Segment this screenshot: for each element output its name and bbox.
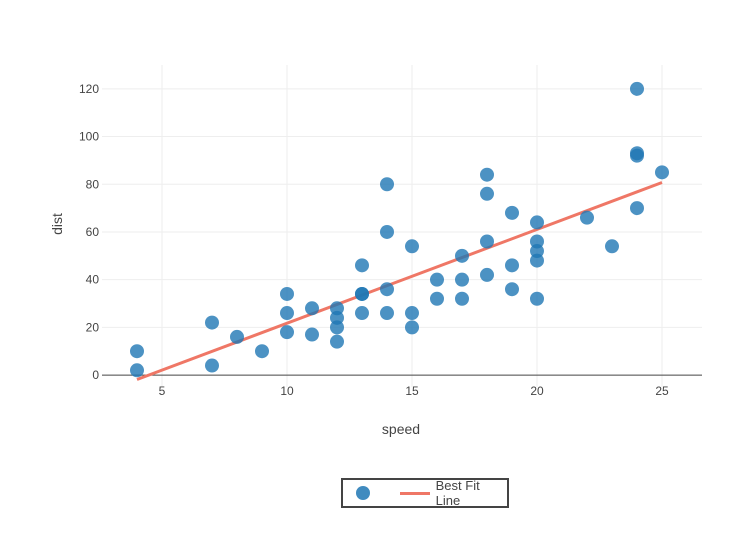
data-point	[130, 344, 144, 359]
data-point	[480, 186, 494, 201]
legend-label-fit-line: Best Fit Line	[435, 478, 480, 508]
data-point	[380, 177, 394, 192]
grid-lines	[102, 65, 702, 387]
data-point	[130, 363, 144, 378]
data-point	[530, 291, 544, 306]
legend-item-fit-line[interactable]: Best Fit Line	[400, 478, 507, 508]
data-point	[630, 146, 644, 161]
data-point	[230, 329, 244, 344]
x-tick-label: 20	[530, 384, 544, 398]
data-point	[280, 325, 294, 340]
fit-line-layer	[136, 181, 663, 381]
data-point	[505, 258, 519, 273]
data-point	[630, 81, 644, 96]
data-point	[480, 167, 494, 182]
data-point	[480, 267, 494, 282]
data-point	[355, 286, 369, 301]
data-point	[505, 282, 519, 297]
x-tick-label: 15	[405, 384, 419, 398]
data-point	[655, 165, 669, 180]
data-points-layer	[130, 81, 669, 378]
y-tick-labels: 0 20 40 60 80 100 120	[79, 82, 99, 382]
y-tick-label: 100	[79, 130, 99, 144]
data-point	[205, 358, 219, 373]
data-point	[380, 224, 394, 239]
data-point	[330, 301, 344, 316]
data-point	[530, 234, 544, 249]
data-point	[530, 215, 544, 230]
legend-line-icon	[400, 491, 430, 495]
data-point	[505, 205, 519, 220]
legend-marker-icon	[356, 486, 370, 500]
data-point	[405, 306, 419, 321]
data-point	[380, 306, 394, 321]
data-point	[405, 320, 419, 335]
y-tick-label: 60	[86, 225, 100, 239]
data-point	[305, 327, 319, 342]
legend-item-markers[interactable]	[343, 486, 400, 500]
data-point	[630, 201, 644, 216]
y-tick-label: 80	[86, 177, 100, 191]
data-point	[355, 258, 369, 273]
data-point	[405, 239, 419, 254]
data-point	[355, 306, 369, 321]
y-tick-label: 20	[86, 320, 100, 334]
data-point	[455, 291, 469, 306]
data-point	[280, 306, 294, 321]
data-point	[255, 344, 269, 359]
y-axis-title: dist	[49, 213, 65, 235]
x-axis-title: speed	[382, 421, 420, 437]
x-tick-labels: 5 10 15 20 25	[159, 384, 669, 398]
data-point	[580, 210, 594, 225]
data-point	[455, 248, 469, 263]
legend: Best Fit Line	[341, 478, 509, 508]
data-point	[380, 282, 394, 297]
data-point	[305, 301, 319, 316]
data-point	[205, 315, 219, 330]
y-tick-label: 0	[92, 368, 99, 382]
x-tick-label: 5	[159, 384, 166, 398]
data-point	[605, 239, 619, 254]
x-tick-label: 25	[655, 384, 669, 398]
best-fit-line	[136, 181, 663, 381]
data-point	[430, 272, 444, 287]
data-point	[430, 291, 444, 306]
data-point	[480, 234, 494, 249]
data-point	[330, 334, 344, 349]
y-tick-label: 120	[79, 82, 99, 96]
x-tick-label: 10	[280, 384, 294, 398]
data-point	[280, 286, 294, 301]
y-tick-label: 40	[86, 273, 100, 287]
data-point	[455, 272, 469, 287]
